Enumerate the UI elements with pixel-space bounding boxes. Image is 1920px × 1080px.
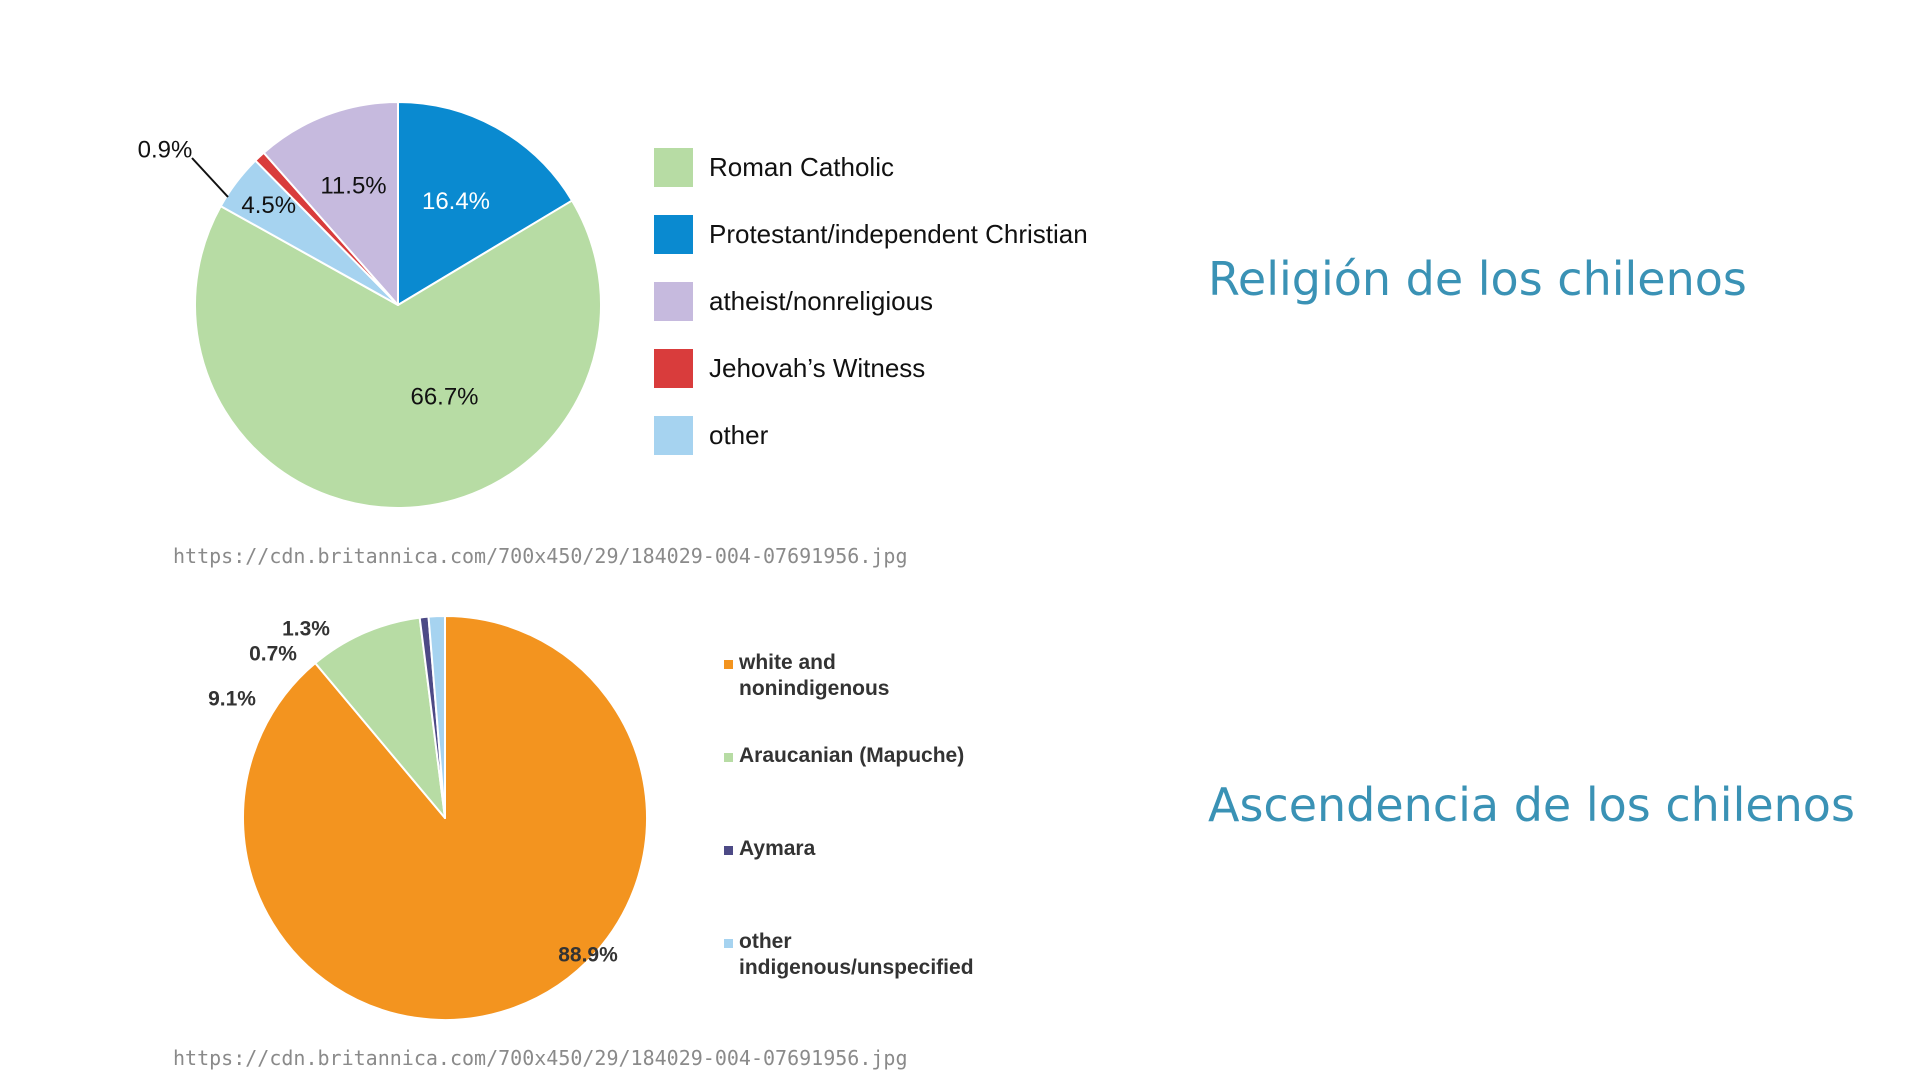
- ancestry-value-label-other-indigenous-unspecified: 1.3%: [282, 618, 330, 641]
- legend-swatch: [654, 349, 693, 388]
- ancestry-legend-item-aymara: Aymara: [724, 836, 974, 929]
- religion-legend-item-jehovah-s-witness: Jehovah’s Witness: [654, 349, 1088, 416]
- legend-label: white and nonindigenous: [739, 651, 890, 700]
- religion-title: Religión de los chilenos: [1208, 252, 1747, 306]
- legend-swatch: [654, 282, 693, 321]
- ancestry-source-url: https://cdn.britannica.com/700x450/29/18…: [173, 1046, 908, 1070]
- legend-label: Jehovah’s Witness: [709, 353, 926, 383]
- religion-value-label-protestant-independent-christian: 16.4%: [422, 188, 490, 215]
- ancestry-slice-other-indigenous-unspecified: [427, 614, 446, 819]
- legend-swatch: [724, 939, 733, 948]
- religion-value-label-roman-catholic: 66.7%: [410, 384, 478, 411]
- religion-value-label-atheist-nonreligious: 11.5%: [320, 173, 386, 200]
- legend-label: Protestant/independent Christian: [709, 219, 1088, 249]
- legend-label: other indigenous/unspecified: [739, 930, 974, 979]
- legend-swatch: [724, 846, 733, 855]
- religion-legend-item-atheist-nonreligious: atheist/nonreligious: [654, 282, 1088, 349]
- religion-slice-atheist-nonreligious: [262, 101, 399, 306]
- ancestry-title: Ascendencia de los chilenos: [1208, 778, 1855, 832]
- legend-swatch: [724, 660, 733, 669]
- religion-source-url: https://cdn.britannica.com/700x450/29/18…: [173, 544, 908, 568]
- legend-label: Araucanian (Mapuche): [739, 744, 965, 767]
- religion-legend: Roman Catholic Protestant/independent Chr…: [654, 148, 1088, 483]
- ancestry-legend-item-white-and-nonindigenous: white and nonindigenous: [724, 650, 974, 743]
- ancestry-legend: white and nonindigenous Araucanian (Mapuc…: [724, 650, 974, 1022]
- legend-label: other: [709, 420, 769, 450]
- ancestry-slice-araucanian-mapuche: [314, 616, 446, 819]
- legend-swatch: [654, 416, 693, 455]
- religion-legend-item-other: other: [654, 416, 1088, 483]
- ancestry-pie-chart: 88.9% 9.1% 0.7%1.3%: [208, 614, 648, 1021]
- ancestry-value-label-aymara: 0.7%: [249, 643, 297, 666]
- ancestry-value-label-araucanian-mapuche: 9.1%: [208, 688, 256, 711]
- ancestry-legend-item-other-indigenous-unspecified: other indigenous/unspecified: [724, 929, 974, 1022]
- legend-swatch: [654, 148, 693, 187]
- religion-leader-line-jehovah-s-witness: [191, 157, 229, 198]
- religion-legend-item-roman-catholic: Roman Catholic: [654, 148, 1088, 215]
- legend-label: atheist/nonreligious: [709, 286, 934, 316]
- religion-value-label-jehovah-s-witness: 0.9%: [138, 136, 193, 163]
- religion-slice-protestant-independent-christian: [397, 101, 574, 306]
- legend-swatch: [724, 753, 733, 762]
- legend-label: Aymara: [739, 837, 816, 860]
- religion-legend-item-protestant-independent-christian: Protestant/independent Christian: [654, 215, 1088, 282]
- religion-slice-roman-catholic: [194, 199, 602, 509]
- legend-label: Roman Catholic: [709, 152, 894, 182]
- religion-value-label-other: 4.5%: [241, 192, 296, 219]
- ancestry-value-label-white-and-nonindigenous: 88.9%: [558, 944, 618, 967]
- legend-swatch: [654, 215, 693, 254]
- religion-pie-chart: 16.4% 66.7% 4.5% 0.9% 11.5%: [138, 101, 602, 509]
- ancestry-legend-item-araucanian-mapuche: Araucanian (Mapuche): [724, 743, 974, 836]
